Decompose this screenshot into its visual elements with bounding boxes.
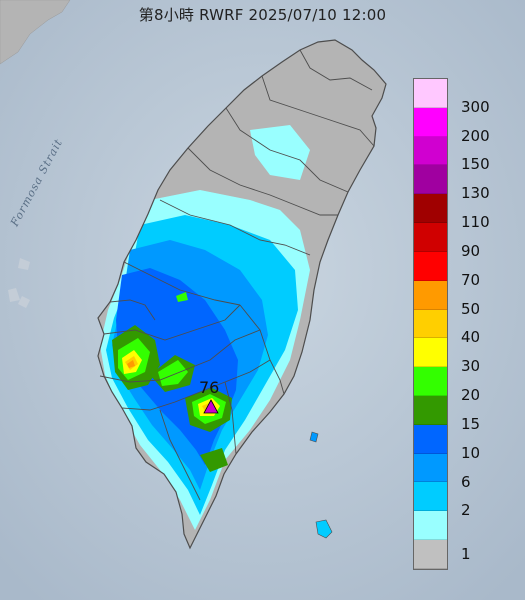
legend-swatch (414, 136, 447, 166)
legend-label: 110 (461, 213, 490, 232)
penghu-islands (8, 258, 30, 308)
green-island (309, 431, 319, 443)
legend-label: 200 (461, 126, 490, 145)
legend-swatches (413, 78, 448, 570)
legend-label: 15 (461, 414, 481, 433)
legend-label: 150 (461, 155, 490, 174)
legend-swatch (414, 107, 447, 137)
legend-swatch (414, 194, 447, 224)
legend-swatch (414, 165, 447, 195)
peak-value-label: 76 (199, 378, 220, 397)
legend-label: 1 (461, 544, 471, 563)
legend-swatch (414, 424, 447, 454)
triangle-marker (203, 399, 219, 414)
legend-swatch (414, 367, 447, 396)
legend-label: 6 (461, 472, 471, 491)
rainfall-legend: 300 200 150 130 110 90 70 50 40 30 20 15 10 6 2 1 (413, 78, 517, 570)
orchid-island (315, 519, 333, 539)
legend-swatch (414, 338, 447, 368)
legend-swatch (414, 511, 447, 540)
legend-swatch (414, 223, 447, 252)
legend-swatch (414, 395, 447, 425)
legend-label: 90 (461, 241, 481, 260)
legend-swatch (414, 79, 447, 108)
legend-label: 20 (461, 386, 481, 405)
legend-swatch (414, 482, 447, 512)
legend-swatch (414, 309, 447, 339)
county-borders (97, 39, 387, 550)
legend-label: 50 (461, 299, 481, 318)
legend-label: 10 (461, 443, 481, 462)
legend-label: 70 (461, 270, 481, 289)
legend-label: 130 (461, 184, 490, 203)
map-title: 第8小時 RWRF 2025/07/10 12:00 (138, 6, 387, 24)
legend-label: 40 (461, 328, 481, 347)
legend-label: 2 (461, 501, 471, 520)
legend-swatch (414, 251, 447, 281)
mainland-coast (0, 0, 71, 65)
legend-label: 300 (461, 97, 490, 116)
legend-label: 30 (461, 357, 481, 376)
rainfall-overlay (100, 125, 310, 530)
legend-swatch (414, 280, 447, 310)
legend-swatch (414, 540, 447, 569)
legend-swatch (414, 453, 447, 483)
